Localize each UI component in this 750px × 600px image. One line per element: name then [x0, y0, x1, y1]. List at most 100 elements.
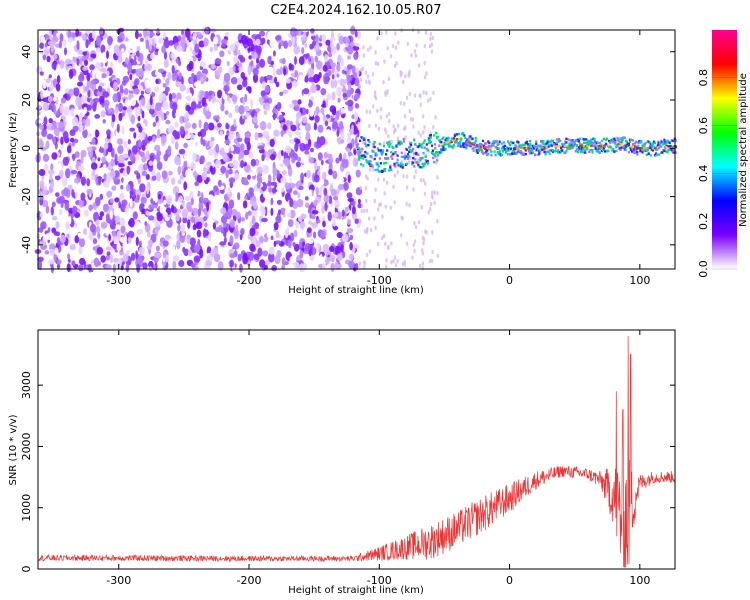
noise-blob [139, 151, 145, 158]
noise-blob [364, 198, 368, 203]
noise-blob [154, 144, 161, 152]
noise-blob [155, 78, 159, 84]
noise-blob [135, 220, 141, 230]
signal-cell [372, 150, 375, 153]
signal-cell [606, 137, 609, 140]
noise-blob [387, 111, 391, 117]
signal-cell [440, 141, 443, 144]
noise-blob [300, 172, 305, 181]
noise-blob [178, 252, 184, 260]
noise-blob [311, 210, 319, 215]
noise-blob [103, 196, 108, 204]
noise-blob [319, 179, 325, 186]
signal-cell [467, 143, 470, 147]
noise-blob [189, 189, 194, 200]
signal-cell [488, 141, 491, 145]
noise-blob [296, 156, 302, 162]
noise-blob [373, 93, 377, 99]
colorbar: 0.00.20.40.60.8 Normalized spectral ampl… [697, 30, 749, 278]
noise-blob [314, 55, 318, 63]
noise-blob [141, 123, 146, 132]
noise-blob [147, 135, 153, 142]
noise-blob [419, 102, 422, 107]
signal-cell [656, 145, 659, 148]
noise-blob [106, 190, 113, 198]
noise-blob [259, 58, 266, 68]
signal-cell [594, 147, 597, 150]
signal-cell [459, 140, 462, 144]
noise-blob [391, 43, 395, 49]
signal-cell [402, 138, 405, 141]
noise-blob [337, 137, 341, 145]
noise-blob [410, 53, 413, 58]
noise-blob [119, 84, 123, 92]
noise-blob [141, 110, 145, 119]
noise-blob [354, 42, 360, 47]
noise-blob [273, 129, 280, 137]
signal-cell [400, 142, 403, 145]
noise-blob [168, 40, 175, 46]
noise-blob [301, 47, 305, 55]
signal-cell [433, 134, 436, 137]
noise-blob [328, 169, 333, 176]
noise-blob [313, 231, 317, 239]
noise-blob [162, 251, 166, 259]
noise-blob [222, 221, 228, 228]
noise-blob [95, 196, 101, 207]
signal-cell [547, 143, 550, 147]
noise-blob [167, 71, 172, 81]
noise-blob [295, 138, 301, 144]
noise-blob [270, 148, 275, 153]
signal-cell [378, 170, 381, 173]
noise-blob [316, 242, 320, 252]
noise-blob [79, 124, 84, 131]
noise-blob [119, 236, 126, 243]
noise-blob [242, 79, 248, 88]
signal-cell [371, 165, 374, 168]
noise-blob [42, 80, 47, 89]
noise-blob [220, 246, 225, 253]
noise-blob [205, 106, 209, 111]
signal-cell [663, 142, 666, 145]
signal-cell [600, 139, 603, 143]
noise-blob [186, 234, 191, 244]
noise-blob [322, 220, 326, 228]
noise-blob [347, 55, 351, 60]
noise-blob [141, 156, 147, 163]
noise-blob [116, 138, 124, 145]
signal-cell [498, 140, 501, 143]
noise-blob [224, 110, 229, 115]
noise-blob [286, 195, 292, 201]
noise-blob [158, 37, 164, 44]
signal-cell [529, 144, 533, 147]
noise-blob [181, 30, 184, 35]
noise-blob [182, 216, 188, 224]
noise-blob [242, 200, 248, 209]
noise-blob [251, 111, 255, 118]
noise-blob [72, 205, 78, 215]
noise-blob [237, 204, 245, 209]
noise-blob [43, 213, 49, 222]
signal-cell [647, 152, 650, 155]
noise-blob [224, 139, 231, 145]
signal-cell [429, 134, 432, 137]
noise-blob [110, 254, 113, 264]
noise-blob [431, 230, 434, 235]
signal-cell [591, 148, 594, 152]
signal-cell [610, 146, 613, 149]
noise-blob [300, 213, 307, 220]
signal-cell [467, 139, 470, 142]
noise-blob [376, 207, 380, 212]
noise-blob [59, 104, 64, 114]
signal-cell [614, 140, 617, 144]
noise-blob [275, 35, 282, 41]
signal-cell [386, 141, 389, 144]
signal-cell [456, 142, 460, 145]
noise-blob [374, 225, 377, 231]
noise-blob [339, 120, 344, 130]
signal-cell [527, 150, 530, 153]
signal-cell [362, 164, 365, 167]
noise-blob [250, 158, 257, 167]
noise-blob [185, 169, 191, 179]
noise-blob [334, 79, 338, 89]
